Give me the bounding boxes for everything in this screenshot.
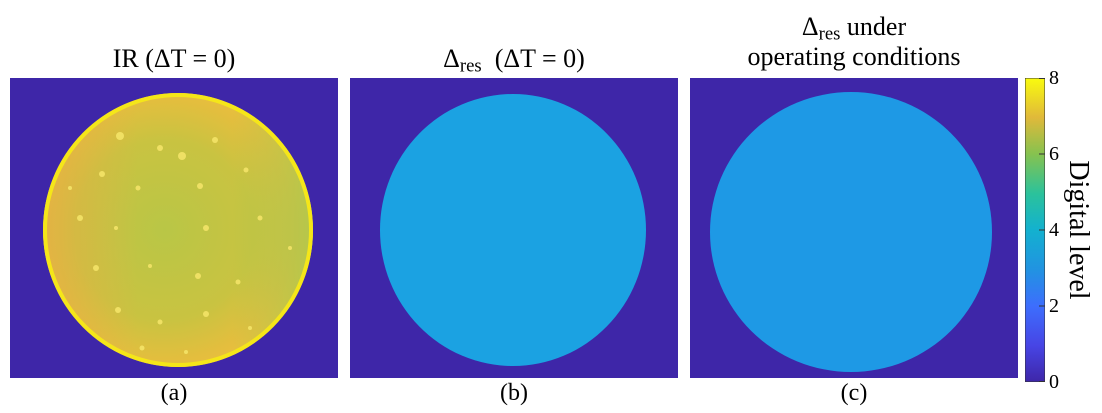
- panel-a-label: (a): [160, 380, 188, 406]
- colorbar-label: Digital level: [1063, 160, 1094, 300]
- panel-b-title: Δres (ΔT = 0): [350, 44, 678, 77]
- panel-b-title-rest: (ΔT = 0): [481, 44, 585, 73]
- colorbar: [1025, 78, 1045, 382]
- colorbar-tick-6: 6: [1049, 143, 1059, 165]
- panel-c-title-rest: under: [840, 12, 907, 41]
- panel-c-image: [690, 78, 1018, 378]
- panel-a-image: [10, 78, 338, 378]
- panel-a-disc-rim: [43, 93, 313, 367]
- panel-a-title: IR (ΔT = 0): [10, 44, 338, 74]
- panel-c-disc: [710, 92, 992, 372]
- panel-c-heatmap: [690, 78, 1018, 378]
- panel-c-title-subscript: res: [818, 23, 841, 45]
- colorbar-ticks: [1039, 78, 1045, 382]
- panel-b-image: [350, 78, 678, 378]
- panel-b-heatmap: [350, 78, 678, 378]
- panel-a-title-text: IR (ΔT = 0): [112, 44, 236, 73]
- colorbar-tick-2: 2: [1049, 295, 1059, 317]
- panel-b-label: (b): [500, 380, 528, 406]
- colorbar-tick-8: 8: [1049, 67, 1059, 89]
- panel-a-speckles: [68, 132, 292, 354]
- colorbar-tick-0: 0: [1049, 371, 1059, 393]
- panel-c-label: (c): [840, 380, 868, 406]
- panel-c-title-line2: operating conditions: [747, 42, 961, 71]
- panel-b-disc: [380, 94, 646, 366]
- colorbar-tick-4: 4: [1049, 219, 1059, 241]
- panel-b-title-symbol: Δ: [443, 44, 460, 73]
- panel-a-disc-shade: [43, 93, 313, 367]
- panel-c-title: Δres under operating conditions: [690, 12, 1018, 72]
- panel-a-heatmap: [10, 78, 338, 378]
- panel-c-title-symbol: Δ: [801, 12, 819, 41]
- panel-b-title-subscript: res: [459, 55, 482, 77]
- panel-c-title-line1: Δres under: [690, 12, 1018, 45]
